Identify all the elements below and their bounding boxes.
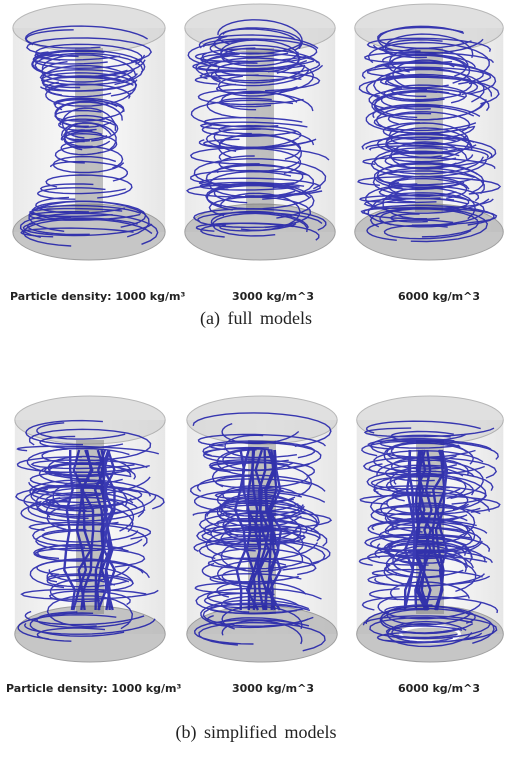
caption-a: (a) full models xyxy=(200,308,312,328)
density-label-3000: 3000 kg/m^3 xyxy=(232,290,314,303)
density-label-1000: Particle density: 1000 kg/m³ xyxy=(6,682,182,695)
cyclone-viz-simplified-3000 xyxy=(182,392,342,674)
cyclone-graphic xyxy=(356,395,504,663)
density-label-1000: Particle density: 1000 kg/m³ xyxy=(10,290,186,303)
cyclone-graphic xyxy=(14,395,166,663)
cyclone-graphic xyxy=(184,3,336,261)
density-label-6000: 6000 kg/m^3 xyxy=(398,290,480,303)
cyclone-viz-full-1000 xyxy=(8,0,170,272)
cyclone-viz-simplified-6000 xyxy=(352,392,508,674)
density-label-3000: 3000 kg/m^3 xyxy=(232,682,314,695)
cyclone-viz-full-3000 xyxy=(180,0,340,272)
density-label-6000: 6000 kg/m^3 xyxy=(398,682,480,695)
panel-b: Particle density: 1000 kg/m³ 3000 kg/m^3… xyxy=(0,392,512,768)
panel-a: Particle density: 1000 kg/m³ 3000 kg/m^3… xyxy=(0,0,512,335)
cyclone-viz-full-6000 xyxy=(350,0,508,272)
caption-b: (b) simplified models xyxy=(175,722,337,742)
cyclone-graphic xyxy=(354,3,504,261)
cyclone-viz-simplified-1000 xyxy=(10,392,170,674)
cyclone-graphic xyxy=(12,3,166,261)
cyclone-graphic xyxy=(186,395,338,663)
